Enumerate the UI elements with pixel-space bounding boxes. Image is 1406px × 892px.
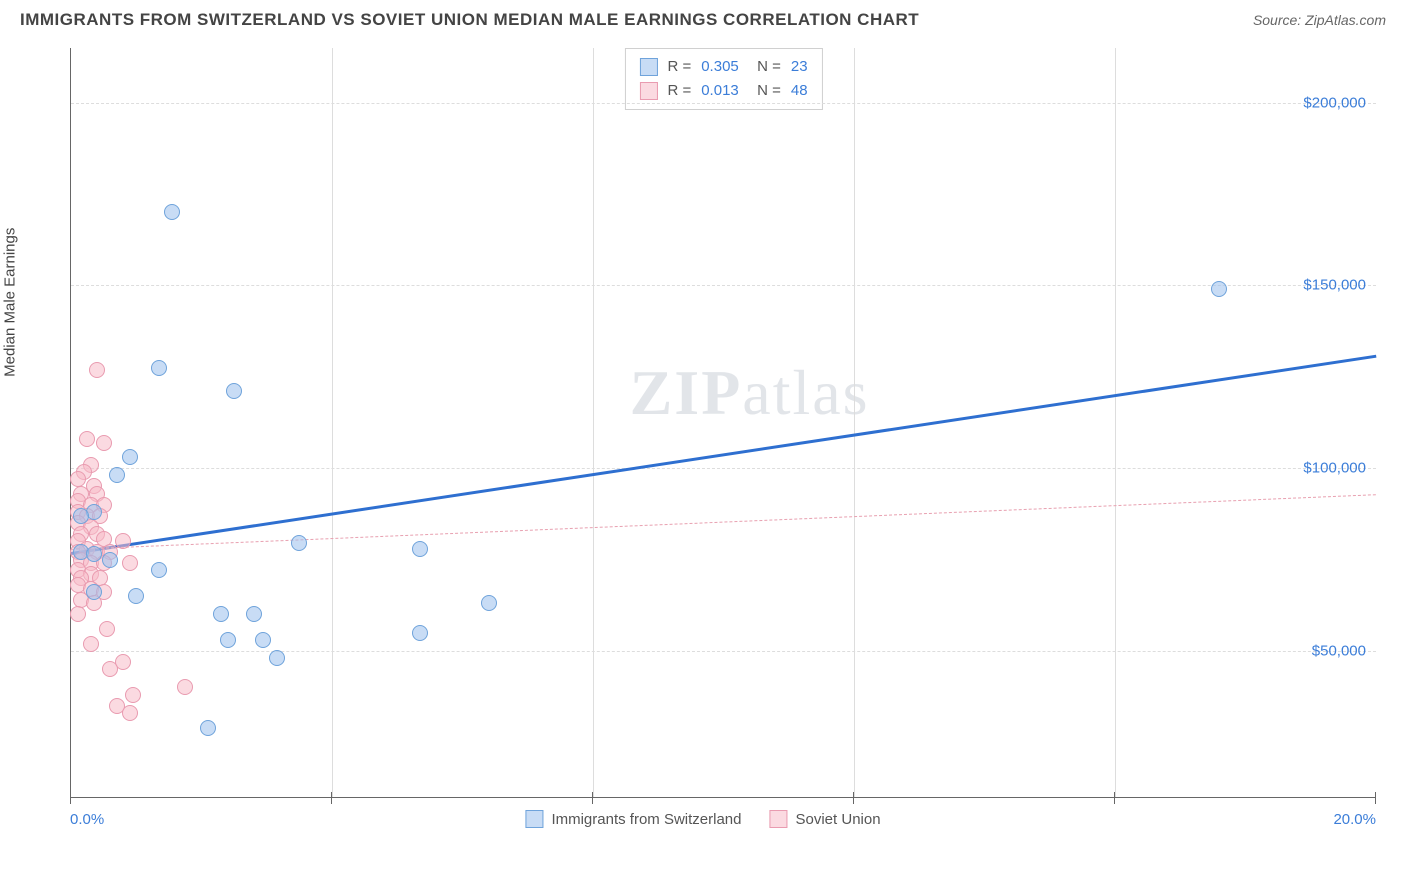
legend-series: Immigrants from Switzerland Soviet Union <box>525 810 880 828</box>
legend-item-1: Immigrants from Switzerland <box>525 810 741 828</box>
scatter-point <box>200 720 216 736</box>
scatter-point <box>255 632 271 648</box>
stat-label: N = <box>749 55 781 79</box>
watermark: ZIPatlas <box>630 356 870 430</box>
y-tick-label: $50,000 <box>1312 642 1366 659</box>
scatter-point <box>291 535 307 551</box>
scatter-point <box>122 705 138 721</box>
grid-line-v <box>332 48 333 797</box>
scatter-point <box>213 606 229 622</box>
scatter-point <box>115 533 131 549</box>
scatter-point <box>73 508 89 524</box>
grid-line-h <box>71 468 1376 469</box>
scatter-point <box>246 606 262 622</box>
scatter-point <box>96 435 112 451</box>
x-tick-min: 0.0% <box>70 811 104 828</box>
scatter-point <box>99 621 115 637</box>
scatter-point <box>83 636 99 652</box>
scatter-point <box>481 595 497 611</box>
x-tick-mark <box>331 792 332 804</box>
y-axis-label: Median Male Earnings <box>2 228 19 377</box>
legend-stats: R = 0.305 N = 23 R = 0.013 N = 48 <box>624 48 822 110</box>
scatter-point <box>109 467 125 483</box>
scatter-point <box>269 650 285 666</box>
swatch-pink-icon <box>639 82 657 100</box>
scatter-point <box>226 383 242 399</box>
scatter-point <box>70 471 86 487</box>
chart-container: Median Male Earnings ZIPatlas R = 0.305 … <box>20 38 1386 848</box>
stat-label: R = <box>667 79 691 103</box>
y-tick-label: $100,000 <box>1303 460 1366 477</box>
scatter-point <box>164 204 180 220</box>
scatter-point <box>79 431 95 447</box>
swatch-blue-icon <box>525 810 543 828</box>
stat-r-2: 0.013 <box>701 79 739 103</box>
plot-area: ZIPatlas R = 0.305 N = 23 R = 0.013 N = … <box>70 48 1376 798</box>
grid-line-v <box>593 48 594 797</box>
scatter-point <box>102 552 118 568</box>
scatter-point <box>89 362 105 378</box>
y-tick-label: $200,000 <box>1303 94 1366 111</box>
scatter-point <box>70 606 86 622</box>
scatter-point <box>412 625 428 641</box>
stat-label: R = <box>667 55 691 79</box>
scatter-point <box>128 588 144 604</box>
stat-n-2: 48 <box>791 79 808 103</box>
x-tick-mark <box>1375 792 1376 804</box>
x-tick-mark <box>592 792 593 804</box>
x-tick-mark <box>1114 792 1115 804</box>
legend-label-1: Immigrants from Switzerland <box>551 811 741 828</box>
swatch-pink-icon <box>770 810 788 828</box>
scatter-point <box>220 632 236 648</box>
scatter-point <box>86 546 102 562</box>
legend-item-2: Soviet Union <box>770 810 881 828</box>
y-tick-label: $150,000 <box>1303 277 1366 294</box>
legend-stats-row-2: R = 0.013 N = 48 <box>639 79 807 103</box>
scatter-point <box>122 449 138 465</box>
grid-line-h <box>71 651 1376 652</box>
grid-line-h <box>71 285 1376 286</box>
chart-header: IMMIGRANTS FROM SWITZERLAND VS SOVIET UN… <box>20 10 1386 30</box>
legend-label-2: Soviet Union <box>796 811 881 828</box>
chart-source: Source: ZipAtlas.com <box>1253 12 1386 28</box>
legend-stats-row-1: R = 0.305 N = 23 <box>639 55 807 79</box>
scatter-point <box>151 562 167 578</box>
scatter-point <box>125 687 141 703</box>
scatter-point <box>86 584 102 600</box>
swatch-blue-icon <box>639 58 657 76</box>
scatter-point <box>412 541 428 557</box>
scatter-point <box>122 555 138 571</box>
x-tick-mark <box>70 792 71 804</box>
stat-r-1: 0.305 <box>701 55 739 79</box>
scatter-point <box>102 661 118 677</box>
trend-line-blue <box>71 355 1376 555</box>
stat-n-1: 23 <box>791 55 808 79</box>
chart-title: IMMIGRANTS FROM SWITZERLAND VS SOVIET UN… <box>20 10 919 30</box>
x-tick-mark <box>853 792 854 804</box>
grid-line-v <box>854 48 855 797</box>
scatter-point <box>1211 281 1227 297</box>
scatter-point <box>151 360 167 376</box>
stat-label: N = <box>749 79 781 103</box>
grid-line-v <box>1115 48 1116 797</box>
grid-line-h <box>71 103 1376 104</box>
x-tick-max: 20.0% <box>1333 811 1376 828</box>
scatter-point <box>177 679 193 695</box>
